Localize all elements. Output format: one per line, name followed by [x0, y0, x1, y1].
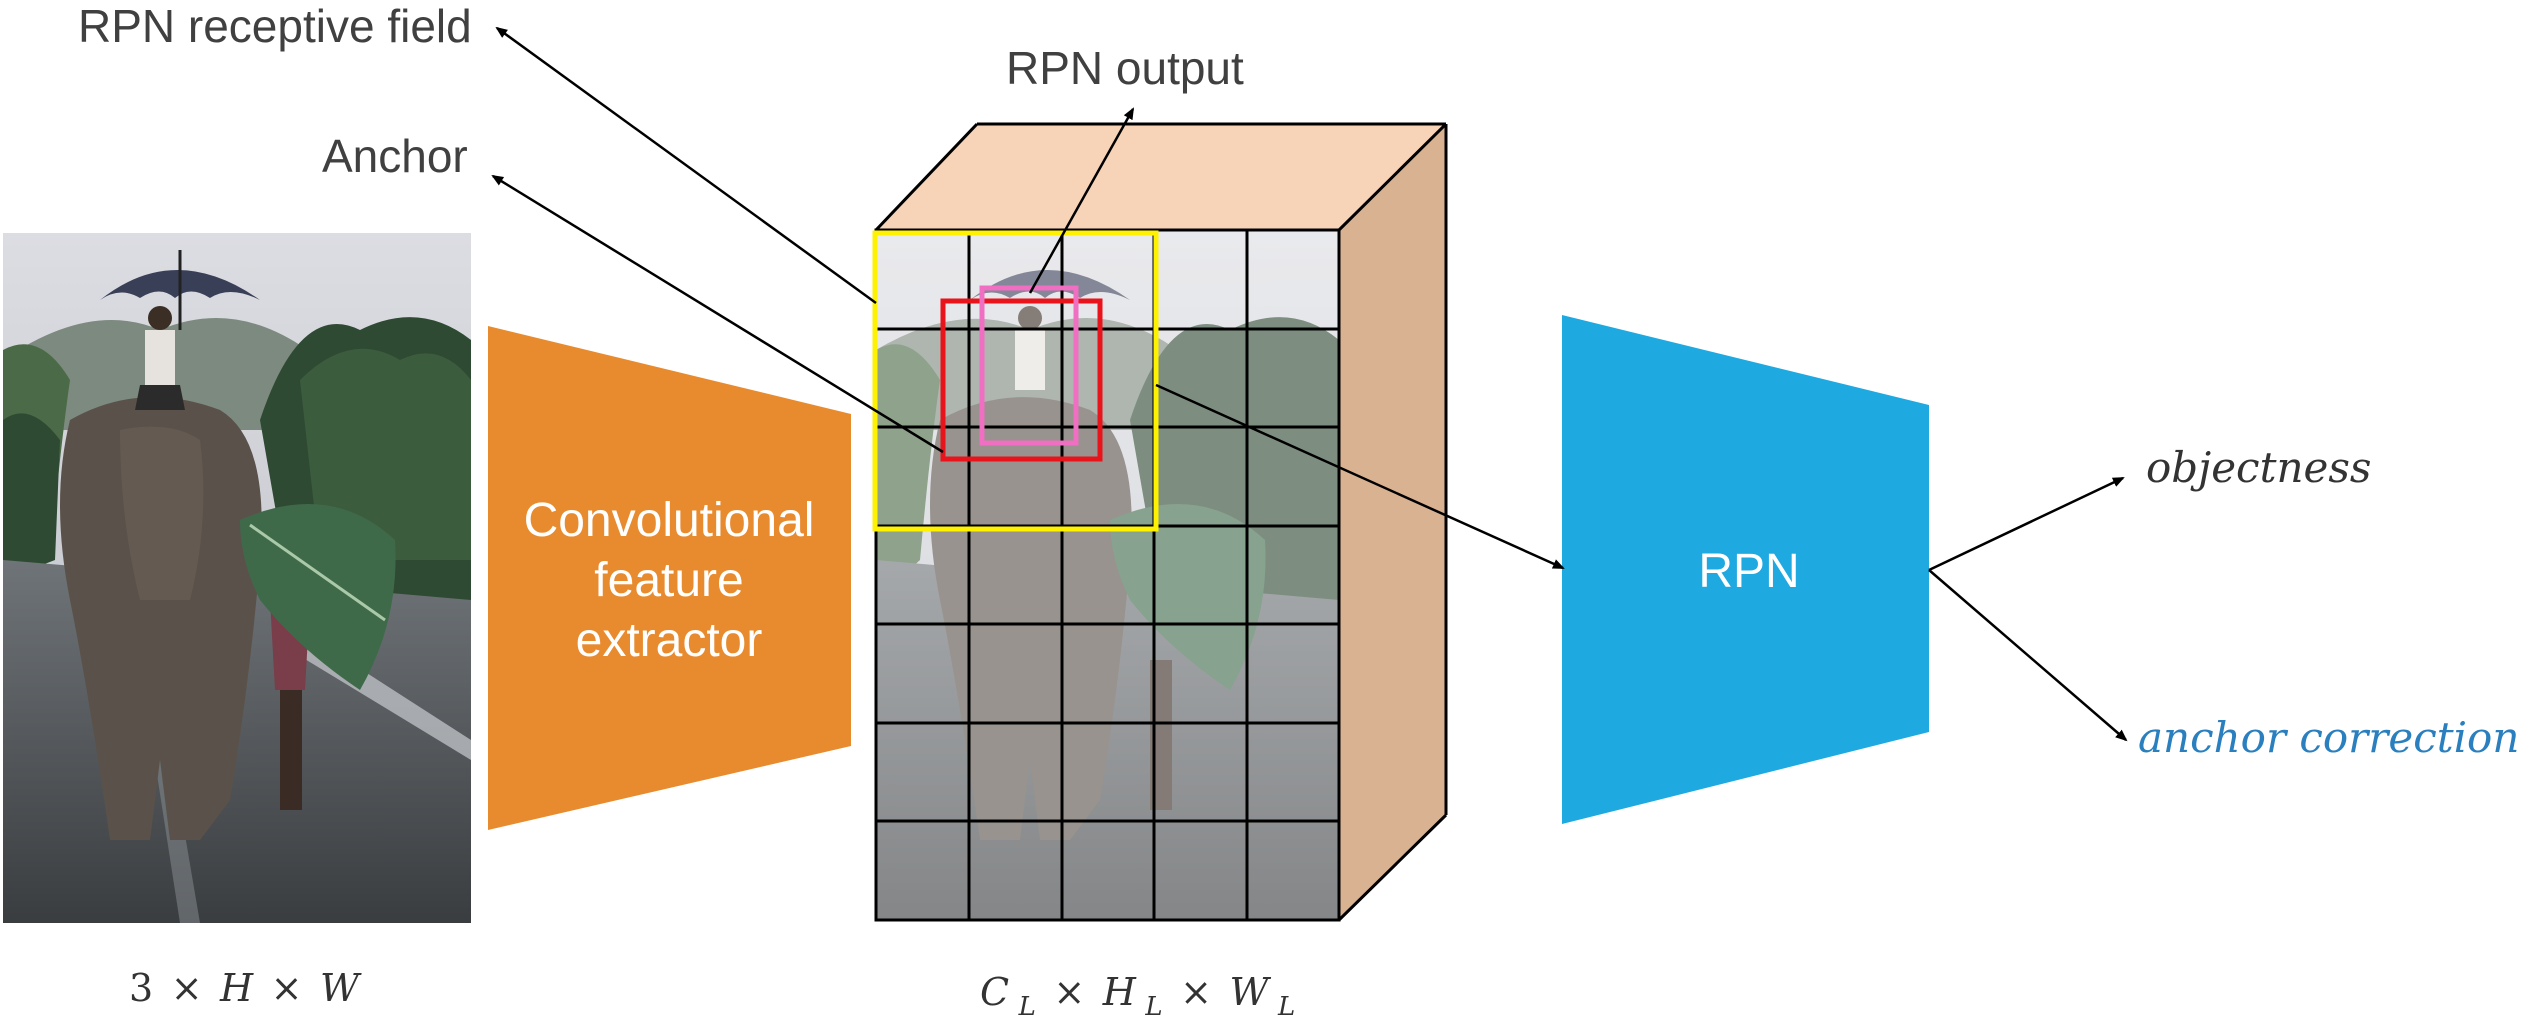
conv-label-line3: extractor [576, 614, 763, 667]
input-dim-times2: × [271, 966, 303, 1010]
rpn-block-label: RPN [1698, 545, 1799, 598]
feature-dim-height-sub: L [1144, 992, 1162, 1019]
anchor-correction-output-label: anchor correction [2138, 713, 2519, 762]
feature-dim-times2: × [1180, 970, 1212, 1014]
conv-label-line2: feature [594, 554, 743, 607]
arrow-to-objectness [1928, 476, 2125, 572]
rpn-receptive-field-label: RPN receptive field [78, 0, 472, 52]
arrow-to-rpn-block [1155, 383, 1565, 570]
feature-dim-channels-sub: L [1018, 992, 1036, 1019]
feature-map-cube [874, 122, 1448, 922]
rpn-block [1562, 315, 1929, 824]
feature-dim-channels: C [980, 970, 1009, 1014]
input-dim-width: W [320, 966, 362, 1010]
arrow-to-anchor-label [491, 174, 944, 454]
conv-feature-extractor-block [488, 326, 851, 830]
cube-top-face [876, 124, 1446, 230]
input-image [3, 233, 471, 923]
rpn-output-label: RPN output [1006, 42, 1244, 94]
conv-label-line1: Convolutional [524, 494, 815, 547]
anchor-box [940, 298, 1103, 462]
arrow-to-receptive-field-label [495, 26, 877, 305]
input-dim-height: H [219, 966, 254, 1010]
arrow-to-anchor-correction [1928, 569, 2128, 742]
rpn-output-box [979, 285, 1079, 446]
receptive-field-box [872, 230, 1159, 532]
arrows [491, 26, 2128, 742]
feature-dimensions: C L × H L × W L [980, 970, 1295, 1019]
feature-dim-times1: × [1053, 970, 1085, 1014]
cube-side-face [1339, 124, 1446, 920]
feature-dim-width: W [1229, 970, 1271, 1014]
feature-map-image [876, 230, 1339, 920]
feature-dim-height: H [1102, 970, 1137, 1014]
objectness-output-label: objectness [2146, 443, 2371, 492]
input-dim-times1: × [171, 966, 203, 1010]
input-dimensions: 3 × H × W [129, 966, 362, 1010]
feature-dim-width-sub: L [1277, 992, 1295, 1019]
arrow-to-rpn-output-label [1028, 107, 1135, 294]
input-dim-channels: 3 [129, 966, 153, 1010]
anchor-label: Anchor [322, 130, 468, 182]
